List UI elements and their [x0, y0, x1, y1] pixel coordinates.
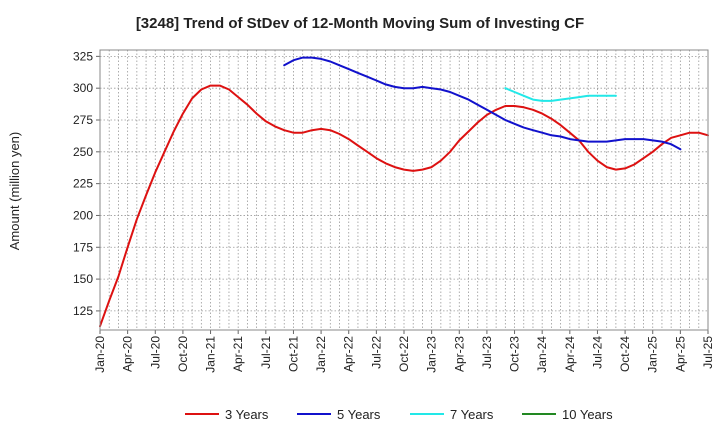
series-line-5-years: [283, 56, 682, 151]
series-line-3-years: [99, 84, 709, 328]
x-tick-label: Jan-21: [204, 336, 218, 373]
x-tick-label: Apr-20: [121, 336, 135, 372]
x-tick-label: Jul-20: [148, 336, 162, 369]
legend-label-5-years: 5 Years: [337, 407, 381, 422]
x-tick-label: Apr-23: [452, 336, 466, 372]
chart-title: [3248] Trend of StDev of 12-Month Moving…: [136, 15, 584, 32]
y-tick-label: 175: [73, 240, 93, 254]
x-tick-label: Jan-25: [646, 336, 660, 373]
x-tick-label: Oct-23: [508, 336, 522, 372]
legend: 3 Years 5 Years 7 Years 10 Years: [185, 407, 613, 422]
x-tick-label: Apr-25: [673, 336, 687, 372]
x-axis-ticks: Jan-20 Apr-20 Jul-20 Oct-20 Jan-21 Apr-21 Jul-…: [93, 330, 715, 373]
series-lines: [99, 56, 709, 328]
x-tick-label: Jul-21: [259, 336, 273, 369]
legend-label-10-years: 10 Years: [562, 407, 613, 422]
grid-lines: [100, 50, 708, 330]
legend-label-7-years: 7 Years: [450, 407, 494, 422]
y-axis-ticks: 125 150 175 200 225 250 275 300 325: [73, 49, 100, 318]
x-tick-label: Oct-20: [176, 336, 190, 372]
x-tick-label: Jul-24: [590, 336, 604, 369]
y-axis-label: Amount (million yen): [7, 132, 22, 251]
y-tick-label: 250: [73, 145, 93, 159]
plot-frame: [99, 49, 709, 331]
x-tick-label: Oct-21: [286, 336, 300, 372]
x-tick-label: Apr-21: [231, 336, 245, 372]
x-tick-label: Jul-25: [701, 336, 715, 369]
x-tick-label: Apr-22: [342, 336, 356, 372]
y-tick-label: 275: [73, 113, 93, 127]
y-tick-label: 225: [73, 177, 93, 191]
x-tick-label: Jan-23: [425, 336, 439, 373]
y-tick-label: 125: [73, 304, 93, 318]
x-tick-label: Oct-22: [397, 336, 411, 372]
x-tick-label: Oct-24: [618, 336, 632, 372]
x-tick-label: Jul-22: [369, 336, 383, 369]
y-tick-label: 325: [73, 49, 93, 63]
x-tick-label: Apr-24: [563, 336, 577, 372]
legend-label-3-years: 3 Years: [225, 407, 269, 422]
series-line-7-years: [504, 87, 617, 102]
y-tick-label: 200: [73, 208, 93, 222]
y-tick-label: 150: [73, 272, 93, 286]
y-tick-label: 300: [73, 81, 93, 95]
x-tick-label: Jul-23: [480, 336, 494, 369]
x-tick-label: Jan-20: [93, 336, 107, 373]
x-tick-label: Jan-24: [535, 336, 549, 373]
x-tick-label: Jan-22: [314, 336, 328, 373]
